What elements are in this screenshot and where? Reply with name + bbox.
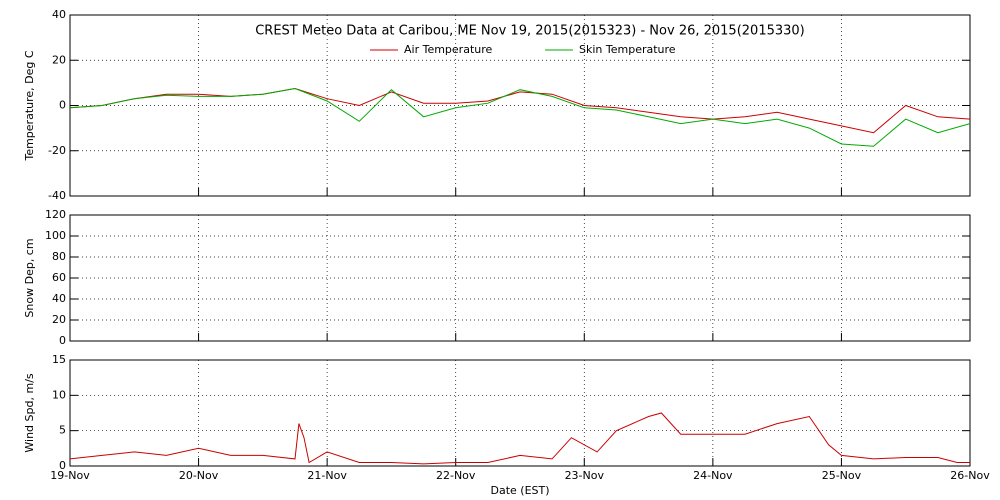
y-tick-label: -40 [48,189,66,202]
y-tick-label: 0 [59,99,66,112]
y-tick-label: 15 [52,353,66,366]
y-tick-label: 80 [52,250,66,263]
x-tick-label: 24-Nov [693,469,733,482]
y-axis-label: Snow Dep, cm [23,238,36,317]
y-tick-label: 0 [59,334,66,347]
y-tick-label: 120 [45,208,66,221]
y-tick-label: 40 [52,8,66,21]
y-tick-label: 100 [45,229,66,242]
y-axis-label: Wind Spd, m/s [23,373,36,453]
x-tick-label: 23-Nov [565,469,605,482]
y-tick-label: 5 [59,424,66,437]
y-tick-label: -20 [48,144,66,157]
y-tick-label: 10 [52,388,66,401]
y-tick-label: 40 [52,292,66,305]
plot-frame [69,14,971,197]
x-tick-label: 25-Nov [822,469,862,482]
x-tick-label: 21-Nov [307,469,347,482]
y-axis-label: Temperature, Deg C [23,50,36,161]
x-tick-label: 20-Nov [179,469,219,482]
plot-frame [69,359,971,467]
legend-label: Air Temperature [404,43,493,56]
legend-label: Skin Temperature [579,43,676,56]
x-tick-label: 19-Nov [50,469,90,482]
x-tick-label: 26-Nov [950,469,990,482]
chart-title: CREST Meteo Data at Caribou, ME Nov 19, … [255,24,805,39]
x-axis-label: Date (EST) [490,484,549,497]
y-tick-label: 20 [52,313,66,326]
x-tick-label: 22-Nov [436,469,476,482]
y-tick-label: 20 [52,53,66,66]
data-line [69,412,970,465]
data-line [69,87,971,134]
y-tick-label: 60 [52,271,66,284]
plot-frame [69,214,971,342]
data-line [69,87,971,147]
y-tick-label: 0 [59,459,66,472]
